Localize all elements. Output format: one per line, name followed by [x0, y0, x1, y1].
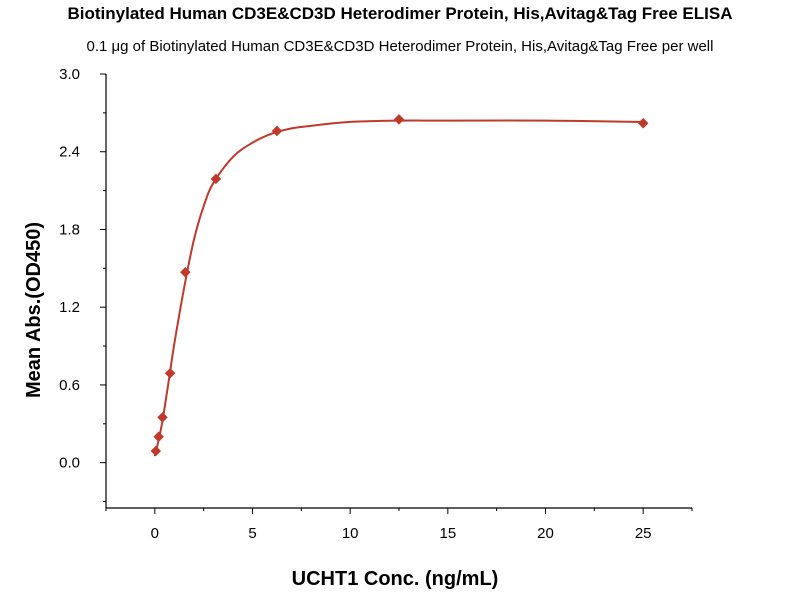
x-tick-label: 25 [635, 525, 652, 542]
y-tick-label: 1.2 [59, 299, 80, 316]
chart-subtitle: 0.1 μg of Biotinylated Human CD3E&CD3D H… [86, 38, 714, 55]
data-point [393, 113, 405, 125]
fit-curve-group [153, 119, 644, 457]
data-point [210, 173, 222, 185]
y-tick-label: 0.0 [59, 455, 80, 472]
x-tick-label: 10 [342, 525, 359, 542]
x-tick-label: 5 [248, 525, 256, 542]
data-point [637, 117, 649, 129]
fit-curve [153, 119, 644, 457]
data-point [271, 125, 283, 137]
y-axis-label: Mean Abs.(OD450) [23, 222, 45, 398]
y-tick-label: 2.4 [59, 144, 80, 161]
y-tick-label: 3.0 [59, 66, 80, 83]
data-point [153, 431, 164, 443]
chart-title: Biotinylated Human CD3E&CD3D Heterodimer… [67, 4, 733, 23]
x-tick-label: 0 [151, 525, 159, 542]
x-axis-label: UCHT1 Conc. (ng/mL) [292, 568, 499, 590]
data-point [164, 367, 176, 379]
x-axis-ticks: 0 5 10 15 20 25 [105, 508, 693, 542]
y-tick-label: 0.6 [59, 377, 80, 394]
y-axis-ticks: 0.0 0.6 1.2 1.8 2.4 3.0 [59, 66, 106, 503]
data-point [180, 266, 191, 278]
data-points [150, 113, 649, 457]
data-point [157, 411, 168, 423]
y-tick-label: 1.8 [59, 221, 80, 238]
chart-axes [105, 74, 692, 509]
x-tick-label: 15 [439, 525, 456, 542]
x-tick-label: 20 [537, 525, 554, 542]
data-point [150, 445, 162, 457]
